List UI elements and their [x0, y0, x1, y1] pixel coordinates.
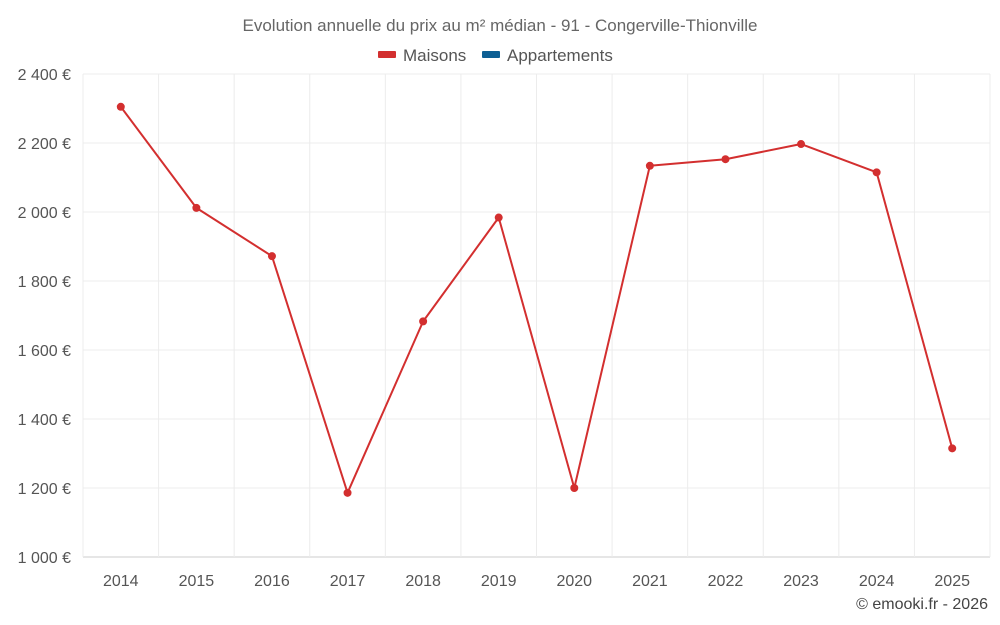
legend-swatch-maisons [378, 51, 396, 58]
data-point-maisons-2025[interactable] [948, 444, 957, 453]
y-tick-label: 2 000 € [18, 205, 71, 222]
data-point-maisons-2021[interactable] [645, 161, 654, 170]
x-tick-label: 2016 [254, 573, 290, 590]
legend: Maisons Appartements [378, 46, 613, 65]
x-tick-label: 2024 [859, 573, 895, 590]
data-point-maisons-2015[interactable] [192, 203, 201, 212]
x-tick-label: 2020 [556, 573, 592, 590]
chart-title: Evolution annuelle du prix au m² médian … [243, 16, 758, 35]
credit-text[interactable]: © emooki.fr - 2026 [856, 596, 988, 613]
y-tick-label: 2 400 € [18, 67, 71, 84]
x-tick-label: 2022 [708, 573, 744, 590]
series-line-maisons [119, 106, 954, 494]
y-tick-label: 1 400 € [18, 412, 71, 429]
legend-label-appartements: Appartements [507, 46, 613, 65]
legend-label-maisons: Maisons [403, 46, 466, 65]
x-tick-label: 2018 [405, 573, 441, 590]
data-point-maisons-2014[interactable] [116, 102, 125, 111]
x-tick-label: 2019 [481, 573, 517, 590]
x-tick-label: 2014 [103, 573, 139, 590]
data-point-maisons-2017[interactable] [343, 488, 352, 497]
legend-item-appartements[interactable]: Appartements [482, 46, 613, 65]
series-maisons [116, 102, 957, 497]
y-tick-label: 1 200 € [18, 481, 71, 498]
y-tick-label: 1 000 € [18, 550, 71, 567]
y-tick-label: 1 800 € [18, 274, 71, 291]
x-tick-label: 2015 [179, 573, 215, 590]
x-tick-label: 2021 [632, 573, 668, 590]
x-tick-label: 2025 [934, 573, 970, 590]
data-point-maisons-2024[interactable] [872, 168, 881, 177]
x-tick-label: 2023 [783, 573, 819, 590]
y-axis-ticks: 1 000 € 1 200 € 1 400 € 1 600 € 1 800 € 2 000… [18, 67, 71, 567]
legend-item-maisons[interactable]: Maisons [378, 46, 466, 65]
grid [82, 73, 991, 558]
y-tick-label: 2 200 € [18, 136, 71, 153]
data-point-maisons-2016[interactable] [267, 252, 276, 261]
x-tick-label: 2017 [330, 573, 366, 590]
data-point-maisons-2018[interactable] [419, 317, 428, 326]
data-point-maisons-2023[interactable] [797, 140, 806, 149]
data-point-maisons-2019[interactable] [494, 213, 503, 222]
y-tick-label: 1 600 € [18, 343, 71, 360]
x-axis-ticks: 2014 2015 2016 2017 2018 2019 2020 2021 2022 2023… [103, 573, 970, 590]
legend-swatch-appartements [482, 51, 500, 58]
data-point-maisons-2020[interactable] [570, 484, 579, 492]
data-point-maisons-2022[interactable] [721, 155, 730, 164]
